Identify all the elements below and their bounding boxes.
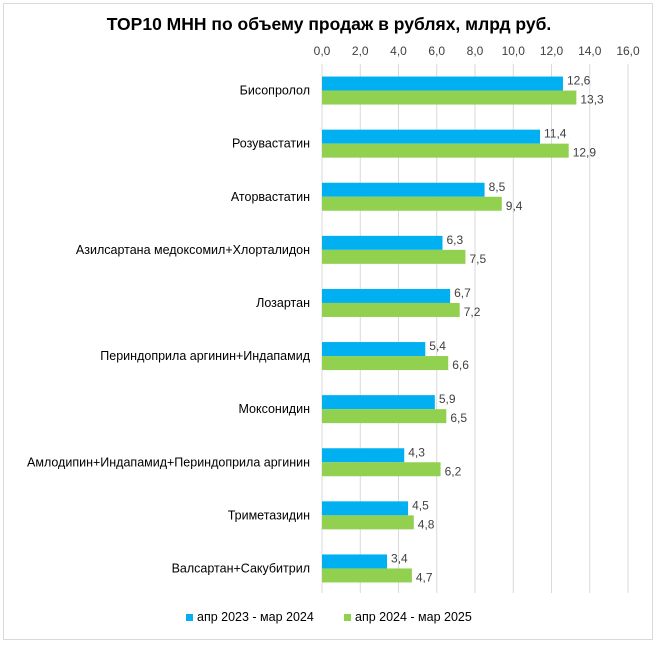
legend: апр 2023 - мар 2024 апр 2024 - мар 2025 <box>186 610 472 624</box>
bar-series-2 <box>322 568 412 583</box>
legend-label: апр 2023 - мар 2024 <box>197 610 314 624</box>
bar-series-2 <box>322 302 460 317</box>
x-tick-label: 8,0 <box>467 44 484 58</box>
x-tick-label: 0,0 <box>314 44 331 58</box>
bar-series-1 <box>322 129 541 144</box>
bar-series-2 <box>322 462 441 477</box>
x-tick-label: 2,0 <box>352 44 369 58</box>
data-label: 4,3 <box>408 445 425 459</box>
data-label: 12,6 <box>567 74 591 88</box>
data-label: 7,2 <box>464 305 481 319</box>
data-label: 5,9 <box>439 392 456 406</box>
category-label: Аторвастатин <box>231 190 310 204</box>
x-tick-label: 6,0 <box>428 44 445 58</box>
bar-series-2 <box>322 515 414 530</box>
bar-series-1 <box>322 342 426 357</box>
bar-series-1 <box>322 554 388 569</box>
data-label: 6,3 <box>446 233 463 247</box>
bar-series-1 <box>322 76 563 91</box>
category-label: Розувастатин <box>232 137 310 151</box>
bar-series-1 <box>322 235 443 250</box>
category-label: Моксонидин <box>238 402 310 416</box>
bar-series-2 <box>322 409 447 424</box>
legend-label: апр 2024 - мар 2025 <box>355 610 472 624</box>
bar-series-1 <box>322 395 435 410</box>
data-label: 4,7 <box>416 570 433 584</box>
data-label: 8,5 <box>489 180 506 194</box>
bar-series-2 <box>322 249 466 264</box>
data-label: 13,3 <box>580 93 604 107</box>
chart-title: TOP10 МНН по объему продаж в рублях, млр… <box>107 14 552 34</box>
data-label: 7,5 <box>469 252 486 266</box>
data-label: 12,9 <box>573 146 597 160</box>
data-label: 6,2 <box>445 464 462 478</box>
x-tick-label: 16,0 <box>616 44 640 58</box>
bar-series-2 <box>322 143 569 158</box>
bar-series-2 <box>322 90 577 105</box>
bar-series-2 <box>322 356 449 371</box>
x-tick-label: 14,0 <box>578 44 602 58</box>
data-label: 6,5 <box>450 411 467 425</box>
bar-series-1 <box>322 501 409 516</box>
bar-series-1 <box>322 448 405 463</box>
x-axis-ticks: 0,0 2,0 4,0 6,0 8,0 10,0 12,0 14,0 16,0 <box>314 44 640 58</box>
x-tick-label: 12,0 <box>540 44 564 58</box>
legend-swatch <box>186 614 193 621</box>
category-label: Азилсартана медоксомил+Хлорталидон <box>76 243 310 257</box>
bar-series-1 <box>322 182 485 197</box>
legend-swatch <box>344 614 351 621</box>
data-label: 9,4 <box>506 199 523 213</box>
category-label: Лозартан <box>256 296 310 310</box>
data-label: 5,4 <box>429 339 446 353</box>
data-label: 3,4 <box>391 551 408 565</box>
data-label: 6,7 <box>454 286 471 300</box>
data-label: 6,6 <box>452 358 469 372</box>
data-labels: 12,6 13,3 11,4 12,9 8,59,4 6,3 7,5 6,7 7,2 5,4 6,6… <box>391 74 604 585</box>
category-label: Периндоприла аргинин+Индапамид <box>100 349 310 363</box>
data-label: 11,4 <box>544 127 567 141</box>
category-labels: Бисопролол Розувастатин Аторвастатин Азилса… <box>27 84 311 576</box>
category-label: Валсартан+Сакубитрил <box>172 561 310 575</box>
x-tick-label: 4,0 <box>390 44 407 58</box>
bars <box>322 76 577 583</box>
category-label: Амлодипин+Индапамид+Периндоприла аргинин <box>27 455 310 469</box>
category-label: Триметазидин <box>228 508 310 522</box>
bar-series-2 <box>322 196 502 211</box>
category-label: Бисопролол <box>240 84 310 98</box>
data-label: 4,8 <box>418 517 435 531</box>
bar-series-1 <box>322 288 451 303</box>
data-label: 4,5 <box>412 498 429 512</box>
chart-frame <box>3 3 653 640</box>
x-tick-label: 10,0 <box>502 44 526 58</box>
